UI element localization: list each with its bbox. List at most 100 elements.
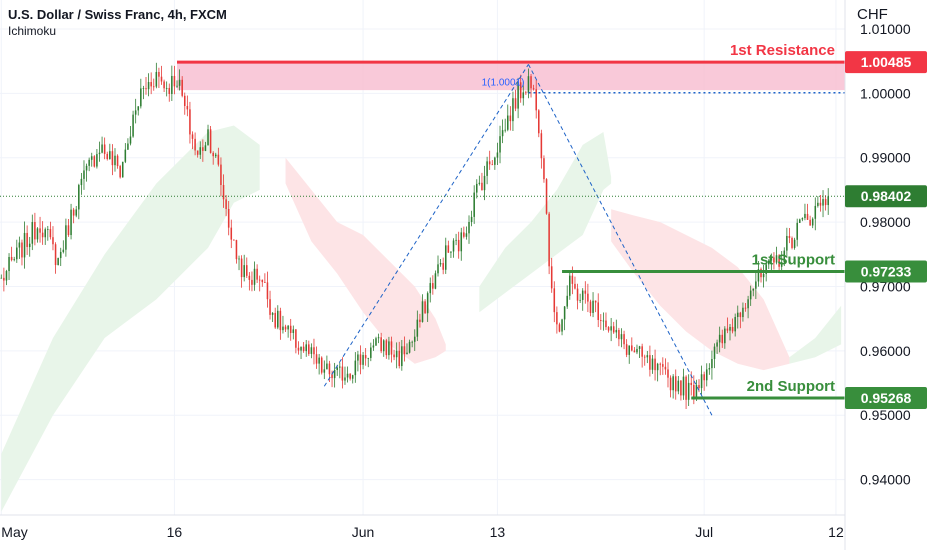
candle bbox=[173, 65, 176, 95]
candle bbox=[62, 240, 65, 254]
candle bbox=[28, 236, 31, 257]
candle-body bbox=[320, 357, 323, 373]
candle-body bbox=[238, 258, 240, 260]
candle bbox=[806, 203, 809, 220]
candle-body bbox=[36, 228, 39, 240]
candle-body bbox=[194, 138, 196, 151]
candle-body bbox=[801, 218, 804, 220]
candle-body bbox=[326, 363, 328, 370]
candle bbox=[465, 226, 468, 240]
candle-body bbox=[623, 334, 625, 345]
candle-body bbox=[346, 373, 349, 378]
candle-body bbox=[778, 255, 780, 267]
candle bbox=[662, 357, 664, 375]
candle bbox=[643, 354, 646, 366]
candle bbox=[222, 174, 225, 208]
candle bbox=[287, 324, 289, 338]
candle bbox=[744, 302, 747, 312]
candle-body bbox=[47, 229, 49, 230]
candle-body bbox=[442, 263, 444, 270]
candle-body bbox=[587, 293, 589, 302]
candle bbox=[574, 276, 576, 290]
candle-body bbox=[18, 242, 21, 248]
candle bbox=[791, 236, 793, 250]
candle bbox=[75, 205, 78, 218]
candle bbox=[178, 69, 181, 91]
candle-body bbox=[507, 115, 509, 130]
candle-body bbox=[388, 341, 390, 356]
candle-body bbox=[10, 256, 13, 261]
candle bbox=[323, 360, 326, 380]
candle-body bbox=[411, 341, 413, 343]
candle-body bbox=[762, 273, 765, 278]
candle bbox=[713, 343, 716, 369]
candle bbox=[346, 366, 349, 383]
candle bbox=[742, 302, 744, 322]
candle bbox=[186, 95, 189, 117]
indicator-label: Ichimoku bbox=[8, 24, 57, 38]
candle bbox=[377, 333, 380, 344]
candle-body bbox=[739, 312, 742, 318]
candle-body bbox=[592, 300, 594, 313]
price-tag-label: 0.97233 bbox=[861, 263, 912, 279]
candle-body bbox=[62, 249, 65, 252]
candle-body bbox=[168, 87, 171, 94]
candle-body bbox=[747, 299, 749, 309]
candle-body bbox=[121, 161, 124, 178]
candle-body bbox=[571, 275, 574, 284]
price-axis: 0.940000.950000.960000.970000.980000.990… bbox=[860, 21, 911, 488]
candle-body bbox=[589, 301, 592, 313]
candle bbox=[279, 307, 282, 340]
candle bbox=[548, 211, 550, 275]
candle bbox=[253, 261, 256, 291]
candle-body bbox=[452, 240, 455, 252]
candle bbox=[274, 307, 276, 329]
candle bbox=[168, 83, 171, 102]
candle-body bbox=[693, 384, 695, 399]
candle bbox=[749, 285, 752, 306]
candle bbox=[158, 67, 160, 89]
candle-body bbox=[811, 218, 814, 226]
candle-body bbox=[75, 209, 78, 216]
price-tag-level: 0.97233 bbox=[845, 260, 927, 283]
candle bbox=[408, 339, 411, 354]
candle bbox=[277, 305, 279, 330]
candle bbox=[786, 227, 788, 258]
candle bbox=[556, 306, 558, 334]
candle bbox=[450, 251, 452, 258]
candle-body bbox=[323, 369, 326, 373]
candle-body bbox=[760, 269, 762, 278]
candle bbox=[736, 305, 739, 329]
candle-body bbox=[253, 268, 256, 285]
candle bbox=[165, 81, 168, 97]
candle bbox=[566, 285, 568, 309]
candle-body bbox=[331, 374, 333, 379]
candle-body bbox=[519, 82, 522, 99]
candle-body bbox=[522, 92, 525, 99]
candle-body bbox=[773, 257, 775, 263]
candle bbox=[424, 299, 426, 314]
candle-body bbox=[450, 251, 452, 253]
candle bbox=[116, 154, 119, 169]
chart-legend: U.S. Dollar / Swiss Franc, 4h, FXCM Ichi… bbox=[8, 6, 227, 39]
candle bbox=[421, 294, 424, 323]
candle-body bbox=[16, 247, 18, 260]
candle bbox=[36, 227, 39, 243]
candle-body bbox=[563, 306, 566, 320]
candle-body bbox=[579, 299, 581, 301]
price-tag-bg bbox=[845, 185, 927, 208]
candle-body bbox=[716, 342, 718, 347]
candle-body bbox=[478, 182, 481, 184]
candle bbox=[382, 339, 385, 357]
x-tick-label: 12 bbox=[828, 524, 844, 540]
candle-body bbox=[633, 350, 636, 353]
candle-body bbox=[791, 238, 793, 248]
candle-body bbox=[152, 86, 155, 88]
candle-body bbox=[413, 336, 416, 342]
candle bbox=[734, 313, 736, 337]
candle bbox=[406, 343, 408, 355]
candle bbox=[47, 225, 49, 241]
candle bbox=[142, 85, 145, 100]
candle bbox=[625, 339, 628, 358]
